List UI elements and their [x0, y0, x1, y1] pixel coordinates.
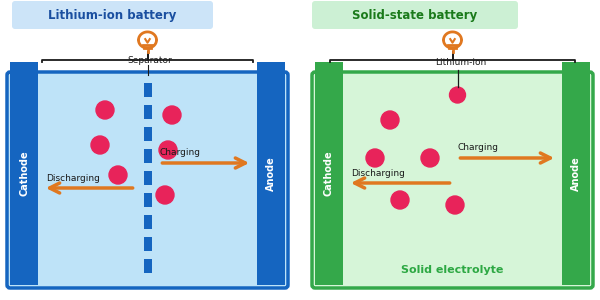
Bar [10, 62, 38, 285]
Circle shape [91, 136, 109, 154]
Bar [143, 83, 151, 97]
Circle shape [446, 196, 464, 214]
Text: Lithium-ion battery: Lithium-ion battery [48, 8, 176, 22]
Circle shape [366, 149, 384, 167]
Bar [143, 237, 151, 251]
Circle shape [421, 149, 439, 167]
Text: Anode: Anode [266, 156, 276, 191]
Circle shape [163, 106, 181, 124]
Circle shape [96, 101, 114, 119]
Text: Anode: Anode [571, 156, 581, 191]
Circle shape [156, 186, 174, 204]
Bar [143, 127, 151, 141]
Bar [257, 62, 285, 285]
FancyBboxPatch shape [7, 72, 288, 288]
Text: Discharging: Discharging [351, 169, 405, 178]
Bar [143, 105, 151, 119]
Text: Cathode: Cathode [19, 151, 29, 196]
Text: Charging: Charging [160, 148, 200, 157]
Text: Discharging: Discharging [46, 174, 100, 183]
Text: Lithium-ion: Lithium-ion [435, 58, 486, 67]
Circle shape [109, 166, 127, 184]
Text: Solid-state battery: Solid-state battery [352, 8, 478, 22]
Bar [143, 171, 151, 185]
Bar [315, 62, 343, 285]
Bar [143, 149, 151, 163]
Text: Cathode: Cathode [324, 151, 334, 196]
FancyBboxPatch shape [12, 1, 213, 29]
Bar [143, 215, 151, 229]
Circle shape [381, 111, 399, 129]
Text: Separator: Separator [127, 56, 172, 65]
Circle shape [449, 87, 466, 103]
Bar [143, 193, 151, 207]
Circle shape [159, 141, 177, 159]
FancyBboxPatch shape [312, 72, 593, 288]
Bar [143, 259, 151, 273]
Text: Charging: Charging [458, 143, 499, 152]
FancyBboxPatch shape [312, 1, 518, 29]
Text: Solid electrolyte: Solid electrolyte [401, 265, 503, 275]
Bar [562, 62, 590, 285]
Circle shape [391, 191, 409, 209]
